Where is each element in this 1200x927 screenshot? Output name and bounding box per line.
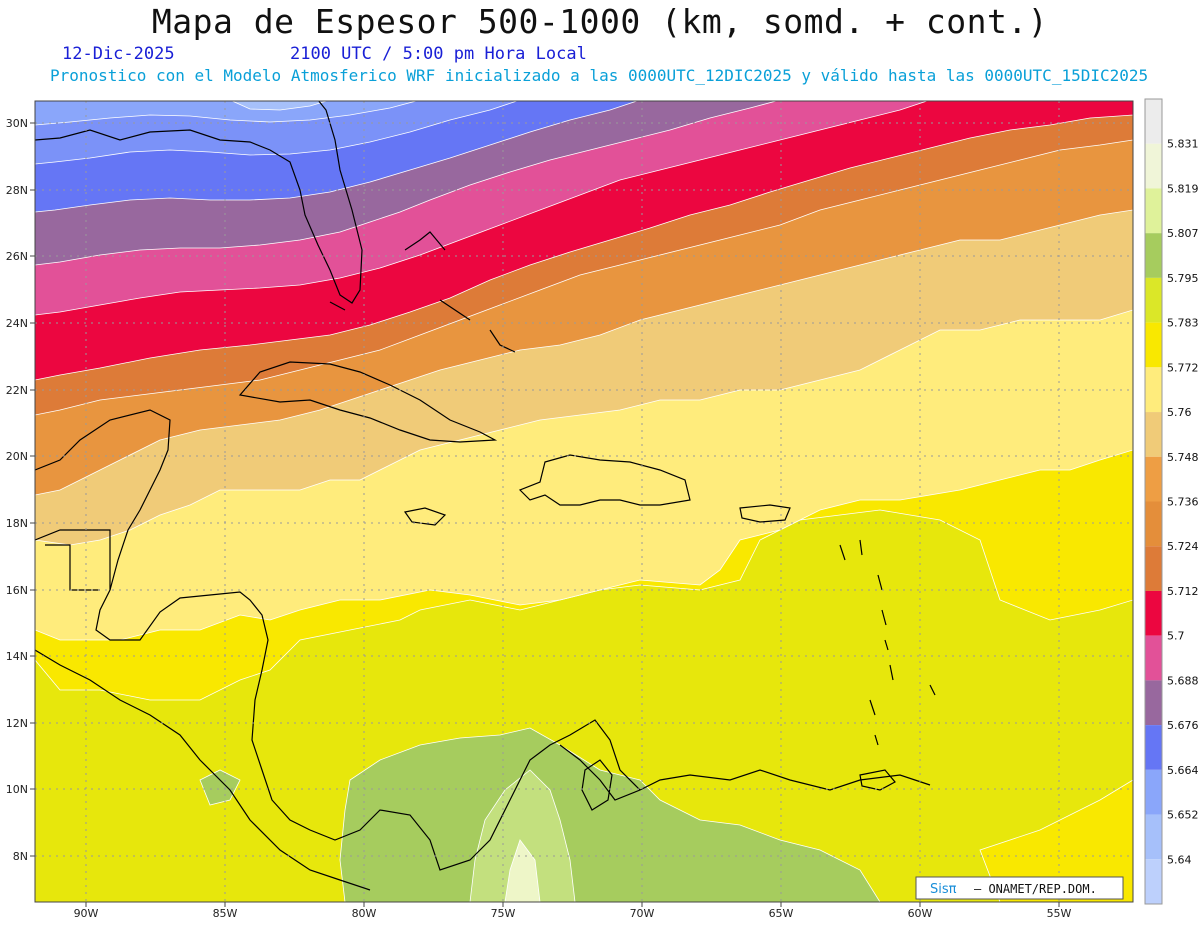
coastline-bahamas-2 — [439, 299, 471, 321]
colorbar-label: 5.819 — [1167, 182, 1199, 195]
lon-label: 65W — [769, 907, 794, 920]
map-title: Mapa de Espesor 500-1000 (km, somd. + co… — [151, 2, 1049, 41]
lon-ticks — [85, 902, 1060, 907]
lat-label: 24N — [6, 317, 28, 330]
band-5640 — [231, 101, 329, 111]
coastline-keys — [329, 301, 346, 311]
coastlines — [35, 101, 936, 891]
colorbar-swatch — [1145, 590, 1162, 636]
colorbar-swatch — [1145, 859, 1162, 904]
colorbar-label: 5.712 — [1167, 585, 1199, 598]
coastline-pacific — [35, 649, 371, 891]
lat-label: 22N — [6, 384, 28, 397]
longitude-labels: 90W 85W 80W 75W 70W 65W 60W 55W — [74, 907, 1072, 920]
lat-label: 28N — [6, 184, 28, 197]
colorbar-label: 5.736 — [1167, 496, 1199, 509]
lat-label: 18N — [6, 517, 28, 530]
coastline-bahamas-1 — [404, 231, 446, 251]
colorbar-swatch — [1145, 769, 1162, 815]
coastline-hispaniola — [518, 454, 691, 506]
lon-label: 85W — [213, 907, 238, 920]
colorbar-label: 5.64 — [1167, 853, 1192, 866]
band-5664 — [35, 101, 519, 165]
colorbar-label: 5.795 — [1167, 272, 1199, 285]
colorbar-swatch — [1145, 143, 1162, 189]
lon-label: 60W — [908, 907, 933, 920]
colorbar-swatch — [1145, 233, 1162, 278]
colorbar-label: 5.652 — [1167, 809, 1199, 822]
colorbar-label: 5.7 — [1167, 630, 1185, 643]
colorbar-swatch — [1145, 277, 1162, 323]
colorbar-label: 5.688 — [1167, 674, 1199, 687]
colorbar-swatch — [1145, 725, 1162, 770]
thickness-bands — [35, 101, 1133, 902]
band-5819 — [504, 839, 541, 902]
coastline-maracaibo — [581, 759, 613, 811]
colorbar-label: 5.772 — [1167, 361, 1199, 374]
colorbar-swatch — [1145, 635, 1162, 681]
coastline-jamaica — [403, 507, 447, 526]
colorbar-swatch — [1145, 456, 1162, 502]
coastline-south-america — [559, 744, 931, 801]
coastline-trinidad — [859, 769, 896, 791]
colorbar-swatch — [1145, 322, 1162, 368]
coastline-puerto-rico — [739, 504, 791, 523]
lat-ticks — [30, 122, 35, 857]
colorbar-swatch — [1145, 501, 1162, 547]
colorbar-swatch — [1145, 188, 1162, 234]
coastline-us-gulf — [35, 101, 363, 304]
lat-label: 30N — [6, 117, 28, 130]
lat-label: 14N — [6, 650, 28, 663]
grid-lines — [35, 101, 1133, 902]
lat-label: 12N — [6, 717, 28, 730]
colorbar-frame — [1144, 98, 1163, 905]
lon-label: 55W — [1047, 907, 1072, 920]
colorbar-swatch — [1145, 546, 1162, 591]
lat-label: 26N — [6, 250, 28, 263]
lat-label: 10N — [6, 783, 28, 796]
colorbar-label: 5.831 — [1167, 138, 1199, 151]
lon-label: 70W — [630, 907, 655, 920]
band-5652 — [35, 101, 418, 126]
colorbar-swatch — [1145, 814, 1162, 860]
colorbar-label: 5.807 — [1167, 227, 1199, 240]
coastline-cuba — [238, 361, 498, 443]
colorbar-swatch — [1145, 367, 1162, 413]
coastline-antilles — [839, 539, 936, 746]
colorbar-label: 5.783 — [1167, 317, 1199, 330]
lon-label: 90W — [74, 907, 99, 920]
border-belize — [35, 529, 111, 590]
latitude-labels: 30N 28N 26N 24N 22N 20N 18N 16N 14N 12N … — [6, 117, 28, 863]
map-frame — [34, 100, 1134, 903]
colorbar-swatch — [1145, 680, 1162, 726]
band-5807 — [469, 769, 576, 902]
forecast-date: 12-Dic-2025 — [62, 44, 175, 64]
credit-brand: Sisπ — [930, 882, 957, 897]
band-5795-west — [199, 769, 241, 806]
lat-label: 20N — [6, 450, 28, 463]
lat-label: 8N — [13, 850, 28, 863]
coastline-mexico — [35, 409, 641, 871]
valid-time: 2100 UTC / 5:00 pm Hora Local — [290, 44, 587, 64]
colorbar-label: 5.748 — [1167, 451, 1199, 464]
credit-box: Sisπ – ONAMET/REP.DOM. — [915, 876, 1124, 900]
credit-text: – ONAMET/REP.DOM. — [974, 882, 1097, 896]
colorbar-label: 5.76 — [1167, 406, 1192, 419]
lon-label: 75W — [491, 907, 516, 920]
colorbar-label: 5.724 — [1167, 540, 1199, 553]
coastline-bahamas-3 — [489, 329, 516, 353]
colorbar-label: 5.664 — [1167, 764, 1199, 777]
lat-label: 16N — [6, 584, 28, 597]
colorbar-label: 5.676 — [1167, 719, 1199, 732]
lon-label: 80W — [352, 907, 377, 920]
colorbar-swatch — [1145, 412, 1162, 457]
colorbar: 5.831 5.819 5.807 5.795 5.783 5.772 5.76 5.748 5… — [1144, 98, 1199, 905]
colorbar-swatch — [1145, 99, 1162, 144]
model-description: Pronostico con el Modelo Atmosferico WRF… — [50, 66, 1149, 85]
